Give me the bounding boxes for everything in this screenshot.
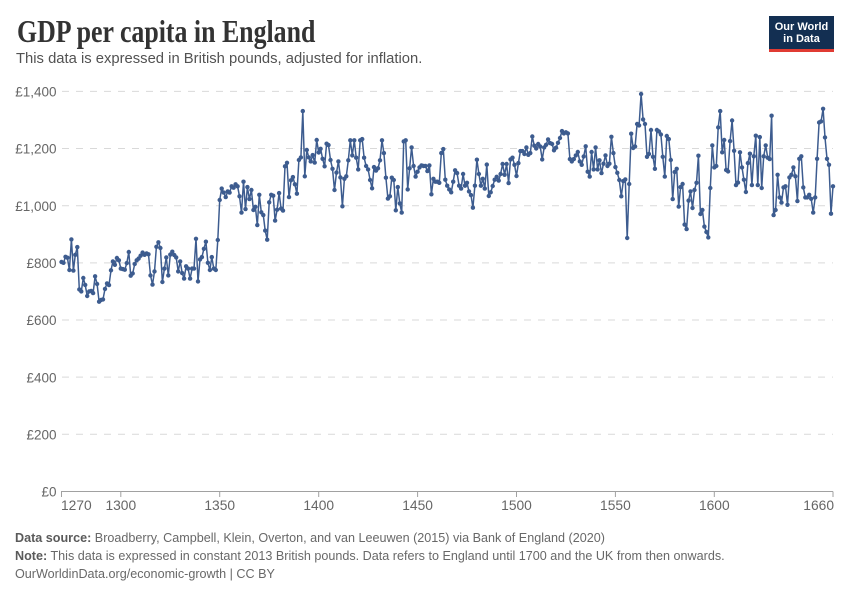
svg-text:1600: 1600: [699, 498, 730, 513]
svg-text:£800: £800: [26, 256, 56, 271]
svg-text:1450: 1450: [402, 498, 433, 513]
svg-text:£600: £600: [26, 313, 56, 328]
svg-text:£1,000: £1,000: [15, 199, 56, 214]
svg-text:1350: 1350: [204, 498, 235, 513]
svg-text:£0: £0: [41, 485, 56, 500]
svg-text:£1,400: £1,400: [15, 85, 56, 100]
svg-text:1400: 1400: [303, 498, 334, 513]
svg-text:£400: £400: [26, 370, 56, 385]
svg-text:£200: £200: [26, 428, 56, 443]
svg-text:1300: 1300: [105, 498, 136, 513]
svg-text:1660: 1660: [803, 498, 834, 513]
svg-text:£1,200: £1,200: [15, 142, 56, 157]
svg-text:1270: 1270: [61, 498, 92, 513]
svg-text:1550: 1550: [600, 498, 631, 513]
svg-text:1500: 1500: [501, 498, 532, 513]
